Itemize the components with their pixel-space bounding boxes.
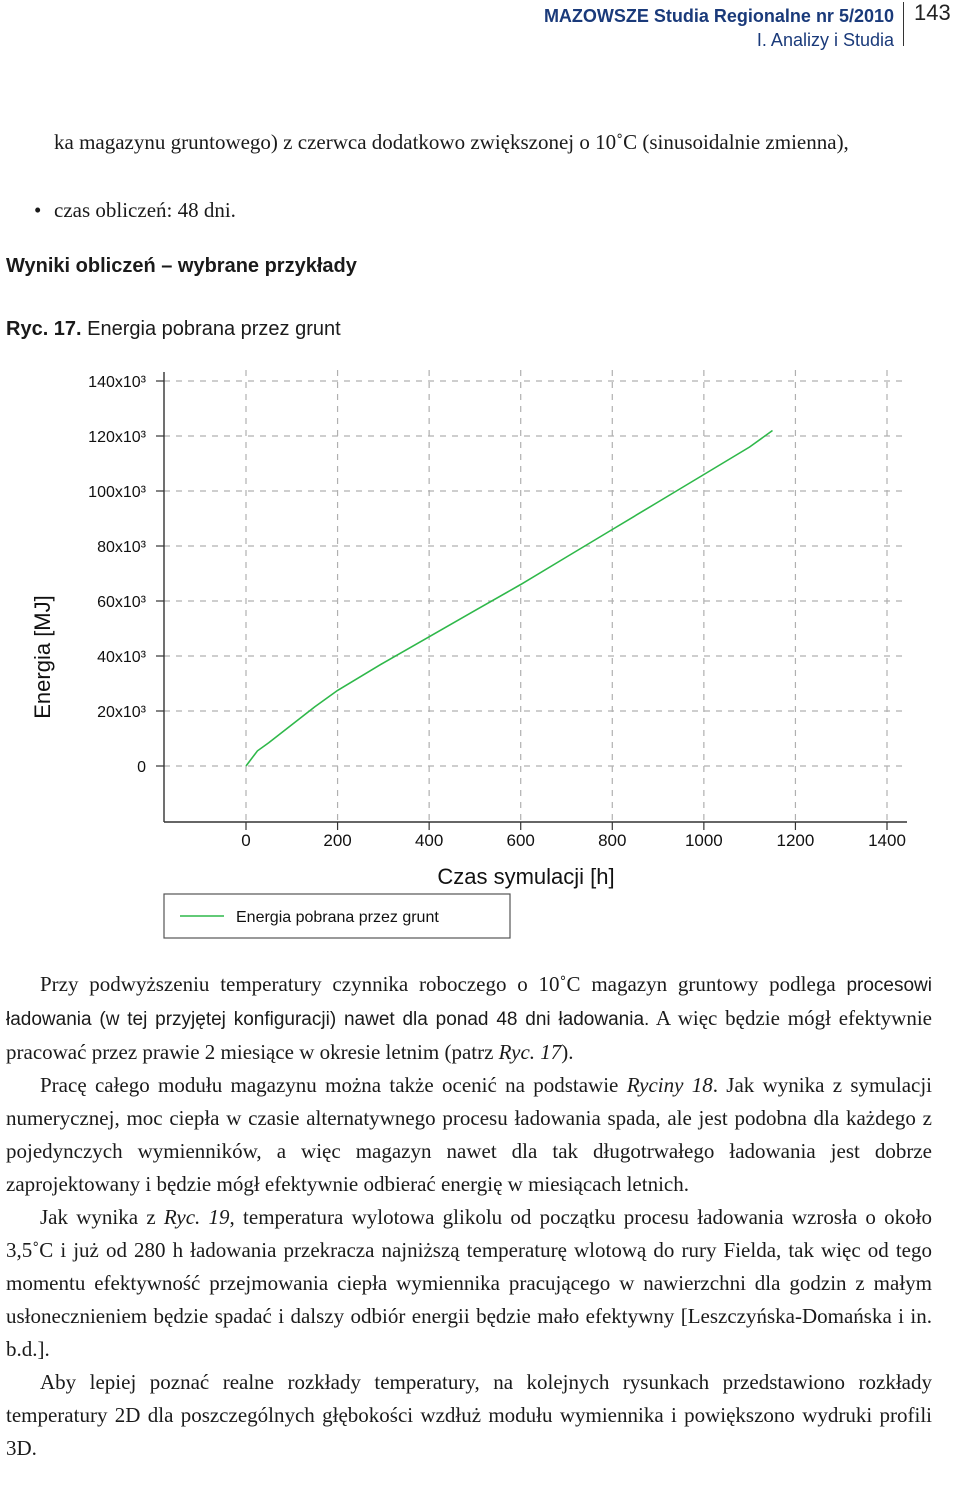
x-tick-label: 400: [415, 831, 443, 850]
bullet-item: • czas obliczeń: 48 dni.: [34, 194, 914, 227]
p1-part-d: ).: [561, 1040, 574, 1064]
x-tick-label: 600: [507, 831, 535, 850]
p3-figure-ref: Ryc. 19: [163, 1205, 230, 1229]
journal-info: MAZOWSZE Studia Regionalne nr 5/2010 I. …: [544, 4, 894, 52]
series-line-energia: [245, 429, 773, 767]
journal-title: MAZOWSZE Studia Regionalne nr 5/2010: [543, 6, 894, 26]
y-tick-labels: 0 20x10³ 40x10³ 60x10³ 80x10³ 100x10³ 120x10³ 1…: [88, 374, 147, 776]
y-tick-label: 100x10³: [88, 484, 146, 501]
x-axis-label: Czas symulacji [h]: [437, 864, 614, 889]
figure-title: Energia pobrana przez grunt: [87, 318, 341, 340]
p1-part-b: procesowi ładowania (w tej przyjętej kon…: [6, 975, 932, 1030]
y-tick-label: 0: [137, 759, 146, 776]
x-tick-label: 1400: [868, 831, 906, 850]
header-divider: [903, 2, 904, 46]
bullet-text: czas obliczeń: 48 dni.: [54, 198, 236, 222]
figure-label: Ryc. 17.: [6, 318, 82, 340]
page-number: 143: [914, 0, 951, 25]
paragraph-3: Jak wynika z Ryc. 19, temperatura wyloto…: [6, 1201, 932, 1366]
y-tick-label: 40x10³: [97, 649, 147, 666]
paragraph-1: Przy podwyższeniu temperatury czynnika r…: [6, 968, 932, 1069]
x-tick-label: 1000: [685, 831, 723, 850]
page-header: MAZOWSZE Studia Regionalne nr 5/2010 I. …: [0, 0, 960, 60]
p2-part-a: Pracę całego modułu magazynu można także…: [40, 1073, 627, 1097]
y-axis-label: Energia [MJ]: [30, 595, 55, 719]
legend-label: Energia pobrana przez grunt: [236, 909, 439, 926]
p1-part-c: A więc będzie mógł efektywnie pracować p…: [6, 1006, 933, 1064]
x-tick-label: 800: [598, 831, 626, 850]
p1-part-a: Przy podwyższeniu temperatury czynnika r…: [40, 972, 847, 996]
x-tick-label: 1200: [777, 831, 815, 850]
p2-part-b: . Jak wynika z symulacji numerycznej, mo…: [6, 1073, 933, 1196]
intro-continuation: ka magazynu gruntowego) z czerwca dodatk…: [54, 130, 849, 154]
p3-part-a: Jak wynika z: [40, 1205, 164, 1229]
bullet-icon: •: [34, 198, 42, 222]
y-tick-label: 80x10³: [97, 539, 147, 556]
energy-chart: 0 20x10³ 40x10³ 60x10³ 80x10³ 100x10³ 120x10³ 1…: [30, 370, 907, 939]
y-tick-label: 120x10³: [88, 429, 146, 446]
x-tick-label: 200: [323, 831, 351, 850]
y-tick-label: 60x10³: [97, 594, 147, 611]
journal-section: I. Analizy i Studia: [756, 30, 894, 50]
paragraph-2: Pracę całego modułu magazynu można także…: [6, 1069, 932, 1201]
chart-grid: [164, 370, 907, 822]
y-tick-label: 20x10³: [97, 704, 147, 721]
p1-figure-ref: Ryc. 17: [498, 1040, 562, 1064]
x-tick-label: 0: [241, 831, 250, 850]
y-tick-label: 140x10³: [88, 374, 146, 391]
paragraph-4: Aby lepiej poznać realne rozkłady temper…: [6, 1370, 932, 1460]
p2-figure-ref: Ryciny 18: [626, 1073, 713, 1097]
x-tick-labels: 0 200 400 600 800 1000 1200 1400: [241, 831, 906, 850]
chart-axes: [156, 372, 907, 830]
section-heading: Wyniki obliczeń – wybrane przykłady: [6, 255, 357, 277]
chart-legend: Energia pobrana przez grunt: [163, 893, 511, 939]
figure-caption: Ryc. 17. Energia pobrana przez grunt: [6, 318, 341, 341]
body-text: Przy podwyższeniu temperatury czynnika r…: [6, 968, 932, 1465]
p3-part-b: , temperatura wylotowa glikolu od począt…: [6, 1205, 933, 1361]
